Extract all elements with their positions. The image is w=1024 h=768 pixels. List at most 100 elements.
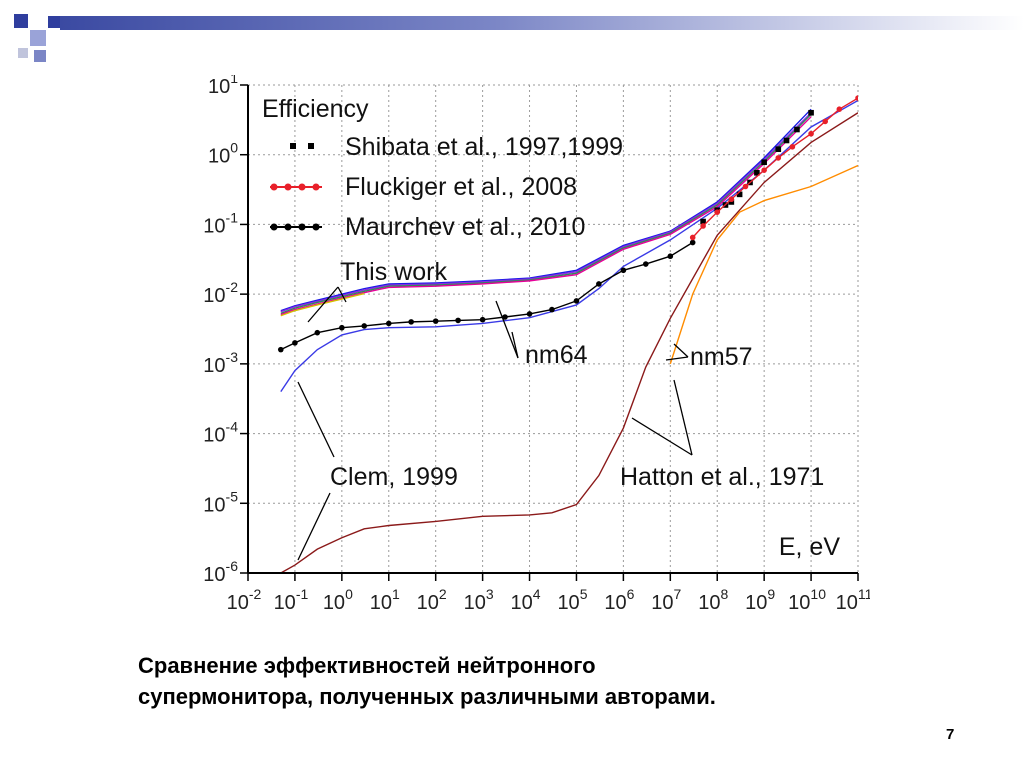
legend-marker: [312, 183, 320, 191]
data-point: [432, 318, 439, 324]
data-point: [596, 281, 602, 287]
legend-label: Shibata et al., 1997,1999: [345, 133, 623, 161]
series-line: [280, 112, 858, 574]
data-point: [761, 159, 767, 166]
data-point: [339, 324, 345, 331]
x-axis-label: E, eV: [779, 533, 840, 561]
series-4: [280, 292, 365, 317]
annotation-leader-line: [337, 286, 347, 303]
data-point: [714, 209, 721, 215]
series-10: [669, 164, 858, 365]
y-tick-label: 100: [208, 140, 238, 168]
legend-marker: [284, 183, 292, 191]
x-tick-exp: 1: [392, 586, 400, 602]
data-point: [573, 298, 580, 304]
data-point: [455, 317, 461, 324]
annotation-leader-line: [297, 492, 331, 561]
y-tick-exp: -2: [226, 279, 239, 295]
y-tick-exp: -5: [226, 488, 239, 504]
y-tick-label: 10-2: [203, 279, 238, 307]
data-point: [620, 267, 627, 274]
annotation: This work: [307, 258, 447, 323]
y-tick-exp: -4: [226, 419, 239, 435]
legend-marker: [290, 143, 296, 149]
x-tick-base: 10: [323, 592, 345, 614]
axes: E, eV: [240, 84, 859, 581]
y-tick-exp: 1: [230, 75, 238, 86]
y-tick-base: 10: [203, 494, 225, 516]
x-tick-label: 106: [604, 586, 634, 614]
annotation: Hatton et al., 1971: [620, 379, 824, 491]
data-point: [277, 346, 284, 353]
legend-marker: [312, 223, 320, 231]
chart-title: Efficiency: [262, 95, 369, 123]
x-tick-exp: 11: [858, 586, 870, 602]
data-point: [479, 316, 486, 323]
x-tick-label: 10-1: [274, 586, 309, 614]
data-point: [808, 130, 814, 137]
legend-entry: Fluckiger et al., 2008: [270, 173, 577, 201]
x-tick-exp: 3: [486, 586, 494, 602]
legend: Efficiency Shibata et al., 1997,1999 Fluck…: [262, 95, 623, 241]
data-point: [728, 196, 735, 203]
annotation-leader-line: [511, 331, 519, 359]
y-tick-base: 10: [203, 355, 225, 377]
data-point: [789, 143, 796, 150]
annotation-leader-line: [673, 379, 693, 456]
x-tick-exp: 5: [580, 586, 588, 602]
series-6: [277, 239, 696, 353]
legend-marker: [298, 183, 306, 191]
annotation-label: nm57: [690, 343, 753, 371]
y-tick-label: 10-5: [203, 488, 238, 516]
x-tick-base: 10: [604, 592, 626, 614]
x-tick-exp: 8: [720, 586, 728, 602]
data-point: [742, 183, 749, 190]
y-tick-base: 10: [203, 564, 225, 586]
data-point: [783, 137, 790, 144]
legend-marker: [298, 223, 306, 231]
data-point: [761, 167, 767, 173]
x-tick-exp: 10: [810, 586, 826, 602]
legend-entry: Maurchev et al., 2010: [270, 213, 585, 241]
annotation-leader-line: [673, 343, 689, 358]
x-tick-label: 108: [698, 586, 728, 614]
decor-square-light: [30, 30, 46, 46]
annotation-label: Clem, 1999: [330, 463, 458, 491]
data-point: [314, 329, 321, 336]
y-tick-exp: -6: [226, 558, 239, 574]
series-0: [280, 108, 812, 312]
x-tick-base: 10: [698, 592, 720, 614]
series-1: [280, 112, 812, 313]
y-tick-base: 10: [208, 146, 230, 168]
x-tick-label: 1011: [836, 586, 870, 614]
x-tick-exp: -1: [296, 586, 309, 602]
data-point: [775, 146, 782, 152]
series-line: [280, 113, 812, 315]
annotation-leader-line: [297, 381, 335, 458]
x-tick-base: 10: [788, 592, 810, 614]
annotation-label: This work: [340, 258, 447, 286]
data-point: [667, 253, 674, 260]
y-tick-label: 10-1: [203, 209, 238, 237]
y-tick-label: 10-3: [203, 349, 238, 377]
x-tick-exp: 6: [627, 586, 635, 602]
x-tick-label: 103: [464, 586, 494, 614]
annotation: nm64: [495, 300, 588, 369]
series-5: [280, 99, 858, 392]
legend-entry: Shibata et al., 1997,1999: [290, 133, 623, 161]
data-point: [775, 155, 782, 161]
annotation-label: nm64: [525, 341, 588, 369]
x-tick-label: 104: [511, 586, 541, 614]
series-layer: [277, 95, 858, 574]
annotation-leader-line: [665, 356, 689, 361]
series-line: [280, 292, 365, 317]
series-2: [280, 113, 812, 315]
y-tick-exp: -3: [226, 349, 239, 365]
x-tick-label: 107: [651, 586, 681, 614]
annotation-label: Hatton et al., 1971: [620, 463, 824, 491]
x-tick-base: 10: [370, 592, 392, 614]
y-tick-base: 10: [208, 76, 230, 98]
series-9: [280, 112, 858, 574]
data-point: [385, 320, 392, 327]
